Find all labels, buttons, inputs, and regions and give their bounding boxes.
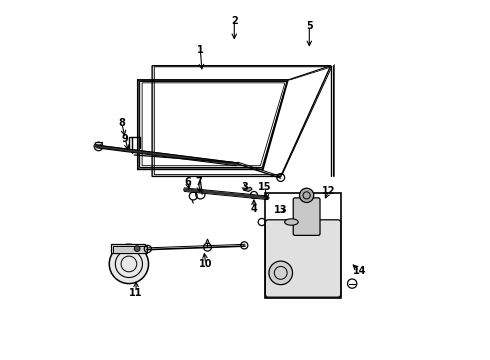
Polygon shape bbox=[206, 239, 209, 243]
Text: 1: 1 bbox=[197, 45, 204, 55]
Text: 6: 6 bbox=[184, 177, 191, 187]
FancyBboxPatch shape bbox=[293, 198, 320, 235]
Text: 10: 10 bbox=[199, 259, 213, 269]
Text: 7: 7 bbox=[195, 177, 202, 187]
Text: 5: 5 bbox=[306, 21, 313, 31]
FancyBboxPatch shape bbox=[111, 244, 145, 253]
Text: 8: 8 bbox=[118, 118, 125, 128]
Bar bbox=[265, 193, 342, 298]
Circle shape bbox=[299, 188, 314, 203]
Polygon shape bbox=[96, 143, 103, 145]
Text: 11: 11 bbox=[129, 288, 143, 297]
Text: 12: 12 bbox=[322, 186, 336, 196]
Polygon shape bbox=[113, 246, 147, 253]
Text: 14: 14 bbox=[353, 266, 366, 276]
Text: 2: 2 bbox=[231, 16, 238, 26]
Text: 9: 9 bbox=[122, 134, 129, 144]
Circle shape bbox=[109, 244, 148, 284]
Circle shape bbox=[134, 246, 140, 251]
Text: 3: 3 bbox=[242, 182, 248, 192]
FancyBboxPatch shape bbox=[266, 220, 341, 297]
Polygon shape bbox=[243, 187, 252, 192]
Ellipse shape bbox=[285, 219, 298, 225]
Text: 15: 15 bbox=[258, 182, 271, 192]
Text: 13: 13 bbox=[274, 205, 288, 215]
Text: 4: 4 bbox=[250, 203, 257, 213]
Circle shape bbox=[269, 261, 293, 285]
